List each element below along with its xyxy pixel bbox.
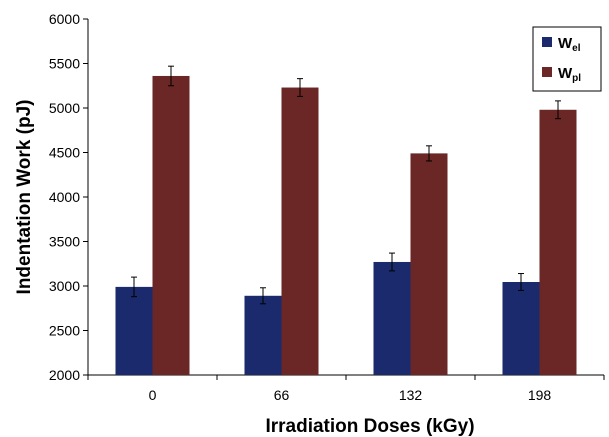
x-tick-label: 66 — [274, 387, 290, 403]
bar-pl-0 — [152, 75, 190, 376]
bars — [115, 75, 577, 376]
y-axis-title: Indentation Work (pJ) — [14, 100, 35, 295]
y-tick-label: 4000 — [49, 189, 80, 205]
legend: Wel Wpl — [532, 26, 602, 92]
y-tick-label: 2500 — [49, 323, 80, 339]
bar-el-132 — [373, 261, 411, 375]
legend-swatch-wpl — [542, 67, 552, 77]
error-bars — [131, 65, 561, 305]
y-tick-label: 5500 — [49, 56, 80, 72]
y-tick-label: 5000 — [49, 100, 80, 116]
y-tick-label: 4500 — [49, 145, 80, 161]
bar-el-198 — [502, 281, 540, 375]
bar-pl-66 — [281, 87, 319, 375]
legend-label-wpl: Wpl — [558, 65, 581, 84]
x-axis-title: Irradiation Doses (kGy) — [265, 416, 474, 437]
x-tick-label: 0 — [149, 387, 157, 403]
y-tick-label: 2000 — [49, 367, 80, 383]
y-tick-label: 3500 — [49, 234, 80, 250]
y-tick-label: 6000 — [49, 11, 80, 27]
y-tick-label: 3000 — [49, 278, 80, 294]
tick-labels: 2000 2500 3000 3500 4000 4500 5000 5500 6000 0 66 1… — [49, 11, 552, 403]
bar-pl-198 — [539, 109, 577, 375]
legend-label-wel: Wel — [558, 35, 581, 54]
legend-swatch-wel — [542, 37, 552, 47]
bar-el-66 — [244, 295, 282, 375]
x-tick-label: 132 — [399, 387, 423, 403]
x-tick-label: 198 — [528, 387, 552, 403]
bar-el-0 — [115, 286, 153, 375]
bar-pl-132 — [410, 153, 448, 375]
